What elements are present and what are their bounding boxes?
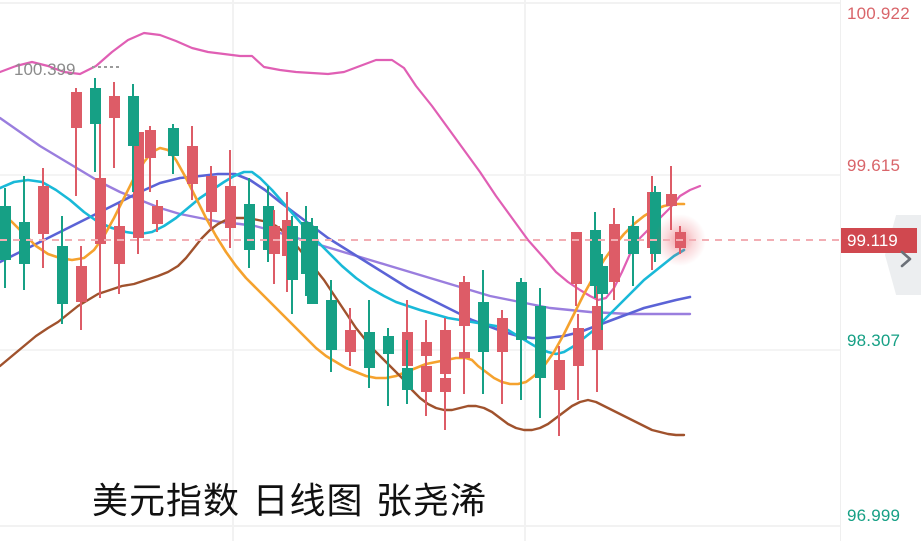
candle xyxy=(326,280,337,372)
candle xyxy=(459,348,470,394)
candle xyxy=(109,82,120,168)
candle xyxy=(244,178,255,268)
candle xyxy=(571,232,582,306)
candle xyxy=(0,188,11,288)
candle xyxy=(128,84,139,192)
candle xyxy=(114,204,125,294)
candle xyxy=(168,124,179,174)
candle xyxy=(307,218,318,304)
candle xyxy=(19,176,30,290)
chevron-right-icon[interactable] xyxy=(897,248,915,270)
gridlines xyxy=(0,0,840,541)
candle xyxy=(609,208,620,300)
candle xyxy=(57,216,68,324)
candle xyxy=(152,200,163,232)
candle xyxy=(383,328,394,406)
candle xyxy=(535,288,546,418)
candle xyxy=(478,270,489,394)
candle xyxy=(145,126,156,192)
candlesticks xyxy=(0,78,677,436)
candle xyxy=(38,168,49,268)
candle xyxy=(459,276,470,358)
candle xyxy=(590,212,601,298)
candle xyxy=(71,88,82,196)
axis-tick-100922: 100.922 xyxy=(847,4,910,23)
candle xyxy=(592,286,603,392)
ma-purple-light-line xyxy=(0,116,692,316)
candle xyxy=(628,216,639,286)
level-label-leader xyxy=(92,66,120,68)
axis-tick-98307: 98.307 xyxy=(847,331,901,350)
candle xyxy=(402,340,413,404)
candle xyxy=(497,310,508,404)
current-price-badge[interactable]: 99.119 xyxy=(841,228,917,253)
level-label-100399: 100.399 xyxy=(14,60,76,79)
candle xyxy=(650,186,661,262)
candle xyxy=(345,308,356,366)
candle xyxy=(90,78,101,172)
axis-tick-99615: 99.615 xyxy=(847,156,901,175)
candle xyxy=(597,254,608,330)
candle xyxy=(516,278,527,400)
candle xyxy=(76,246,87,330)
candle xyxy=(440,352,451,430)
candle xyxy=(263,186,274,262)
candle xyxy=(364,300,375,388)
candle xyxy=(421,336,432,416)
candle xyxy=(206,166,217,230)
candle xyxy=(95,108,106,298)
candle xyxy=(554,346,565,436)
candle xyxy=(187,126,198,200)
price-axis[interactable]: 100.922 99.615 98.307 96.999 99.119 xyxy=(840,0,921,541)
axis-tick-96999: 96.999 xyxy=(847,506,901,525)
chart-watermark-title: 美元指数 日线图 张尧浠 xyxy=(92,481,487,522)
chart-plot-area[interactable] xyxy=(0,0,840,541)
candle xyxy=(573,314,584,400)
ma-orange-line xyxy=(0,146,686,386)
candle xyxy=(225,150,236,248)
candle xyxy=(287,216,298,314)
candle xyxy=(301,206,312,296)
